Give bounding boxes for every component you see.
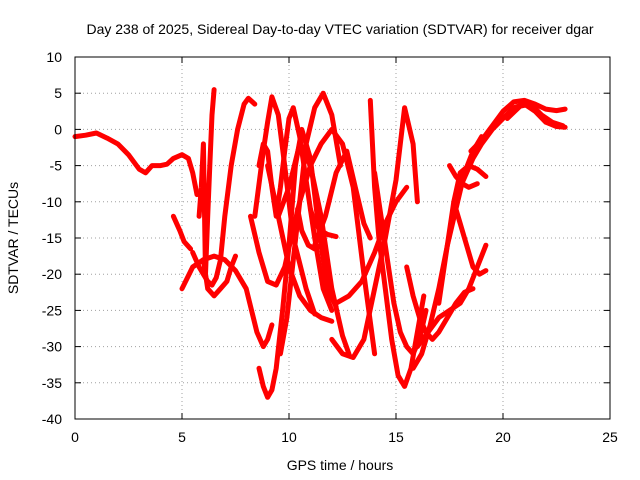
y-tick-label: -30 [42,339,62,355]
y-tick-label: -10 [42,194,62,210]
series-track-13 [275,141,352,357]
x-tick-label: 10 [281,429,297,445]
series-track-21 [404,264,476,342]
axis-ticks [74,56,611,420]
series-track-27 [457,101,568,190]
series-track-4 [196,87,217,277]
series-track-23 [414,242,489,350]
series-track-2 [170,213,194,252]
x-tick-label: 0 [71,429,79,445]
y-tick-label: -35 [42,375,62,391]
y-tick-label: 10 [46,49,62,65]
x-tick-label: 5 [178,429,186,445]
y-tick-label: -25 [42,302,62,318]
y-tick-label: 5 [54,85,62,101]
series-track-18 [333,184,410,306]
series-track-24 [436,163,489,306]
x-tick-label: 15 [388,429,404,445]
series-track-14 [277,90,343,357]
y-tick-label: 0 [54,121,62,137]
y-tick-label: -40 [42,411,62,427]
y-tick-label: -20 [42,266,62,282]
series-track-29 [504,101,566,129]
series-track-6 [179,253,275,350]
x-tick-labels: 0 5 10 15 20 25 [71,429,618,445]
chart-title: Day 238 of 2025, Sidereal Day-to-day VTE… [86,21,593,37]
series-track-9 [252,94,318,317]
series-track-16 [312,148,373,248]
x-axis-label: GPS time / hours [287,457,394,473]
series-track-15 [295,206,324,252]
y-tick-label: -5 [50,158,63,174]
series-track-26 [453,206,489,277]
series-track-8 [256,105,335,313]
y-axis-label: SDTVAR / TECUs [5,182,21,294]
y-tick-labels: 10 5 0 -5 -10 -15 -20 -25 -30 -35 -40 [42,49,62,427]
grid [75,57,610,419]
y-tick-label: -15 [42,230,62,246]
x-tick-label: 20 [495,429,511,445]
series-track-28 [468,97,568,154]
data-series [72,87,568,400]
x-tick-label: 25 [602,429,618,445]
series-track-1 [72,130,200,198]
